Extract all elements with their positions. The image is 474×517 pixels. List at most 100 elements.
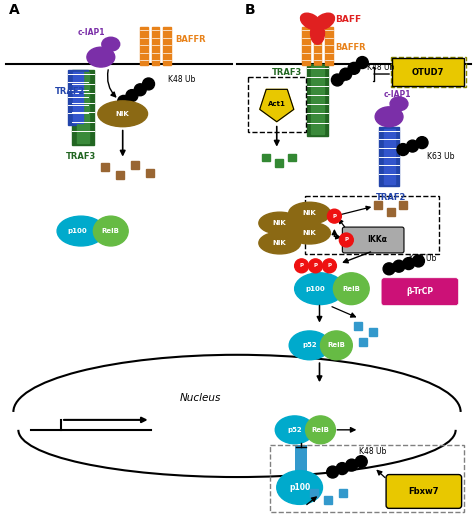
Text: BAFF: BAFF — [336, 15, 362, 24]
Bar — [152, 27, 159, 65]
Bar — [369, 328, 377, 337]
Text: c-IAP1: c-IAP1 — [383, 90, 411, 99]
Text: P: P — [300, 263, 304, 268]
Circle shape — [295, 259, 309, 273]
Bar — [354, 323, 362, 330]
Text: TRAF2: TRAF2 — [376, 193, 406, 202]
Circle shape — [412, 255, 424, 267]
Bar — [77, 72, 89, 143]
Circle shape — [356, 455, 367, 467]
Text: K48 Ub: K48 Ub — [409, 254, 437, 263]
Bar — [68, 70, 88, 125]
Bar — [313, 27, 321, 65]
Text: β-TrCP: β-TrCP — [406, 287, 433, 296]
Text: K63 Ub: K63 Ub — [427, 152, 455, 161]
Bar — [374, 201, 382, 209]
Text: NIK: NIK — [273, 220, 287, 226]
Circle shape — [331, 74, 343, 86]
Circle shape — [126, 89, 138, 101]
Bar — [262, 154, 270, 161]
Text: BAFFR: BAFFR — [175, 35, 206, 44]
FancyBboxPatch shape — [386, 475, 462, 508]
Ellipse shape — [57, 216, 105, 246]
Circle shape — [393, 260, 405, 272]
Bar — [399, 201, 407, 209]
Circle shape — [336, 463, 348, 475]
Ellipse shape — [259, 212, 301, 234]
FancyBboxPatch shape — [381, 278, 459, 306]
Circle shape — [134, 84, 146, 96]
Bar — [305, 196, 439, 254]
Text: OTUD7: OTUD7 — [411, 68, 444, 77]
Text: BAFFR: BAFFR — [336, 43, 366, 52]
Circle shape — [346, 459, 358, 471]
Circle shape — [328, 209, 341, 223]
Bar — [326, 27, 333, 65]
Circle shape — [327, 466, 338, 478]
Circle shape — [397, 144, 409, 156]
Bar — [383, 129, 394, 185]
Text: K48 Ub: K48 Ub — [168, 75, 196, 84]
Bar — [387, 208, 395, 216]
Text: TRAF2: TRAF2 — [55, 87, 85, 96]
Bar — [359, 339, 367, 346]
Text: NIK: NIK — [303, 230, 317, 236]
Ellipse shape — [289, 222, 330, 244]
Text: IKKα: IKKα — [367, 236, 387, 245]
Circle shape — [416, 136, 428, 148]
Ellipse shape — [98, 101, 147, 127]
Bar — [310, 490, 318, 497]
Text: RelB: RelB — [342, 286, 360, 292]
Circle shape — [340, 68, 352, 80]
Text: Fbxw7: Fbxw7 — [409, 487, 439, 496]
Circle shape — [322, 259, 337, 273]
Circle shape — [407, 140, 419, 152]
Text: RelB: RelB — [102, 228, 120, 234]
Bar — [72, 70, 94, 145]
Text: NIK: NIK — [116, 111, 129, 117]
Circle shape — [348, 63, 360, 74]
Bar — [301, 27, 310, 65]
Ellipse shape — [320, 331, 352, 360]
Bar — [307, 64, 328, 135]
Ellipse shape — [390, 97, 408, 111]
Text: TRAF3: TRAF3 — [66, 151, 96, 161]
Text: P: P — [313, 263, 318, 268]
Text: p100: p100 — [67, 228, 87, 234]
Bar — [339, 490, 347, 497]
Circle shape — [403, 257, 415, 269]
Bar — [275, 159, 283, 168]
Text: P: P — [344, 237, 348, 242]
Bar — [288, 154, 296, 161]
Ellipse shape — [289, 331, 330, 360]
Text: A: A — [9, 4, 20, 18]
Circle shape — [339, 233, 353, 247]
Ellipse shape — [87, 47, 115, 67]
Bar — [116, 172, 124, 179]
Text: NIK: NIK — [273, 240, 287, 246]
Bar — [73, 72, 83, 123]
Text: p100: p100 — [306, 286, 325, 292]
Ellipse shape — [277, 470, 322, 505]
Text: c-IAP1: c-IAP1 — [77, 28, 105, 37]
Circle shape — [383, 263, 395, 275]
Text: p52: p52 — [302, 342, 317, 348]
Ellipse shape — [102, 37, 120, 51]
FancyBboxPatch shape — [342, 227, 404, 253]
Text: K48 Ub: K48 Ub — [359, 447, 387, 456]
Text: Act1: Act1 — [268, 101, 286, 107]
Circle shape — [118, 96, 129, 108]
Text: NIK: NIK — [303, 210, 317, 216]
FancyBboxPatch shape — [392, 58, 464, 86]
Ellipse shape — [275, 416, 314, 444]
Bar — [101, 163, 109, 172]
FancyBboxPatch shape — [295, 445, 307, 491]
Bar — [131, 161, 138, 170]
Bar — [325, 496, 332, 505]
Text: RelB: RelB — [328, 342, 346, 348]
Circle shape — [356, 56, 368, 68]
Bar — [248, 77, 306, 132]
Bar — [140, 27, 147, 65]
Text: p100: p100 — [289, 483, 310, 492]
Text: p52: p52 — [287, 427, 302, 433]
